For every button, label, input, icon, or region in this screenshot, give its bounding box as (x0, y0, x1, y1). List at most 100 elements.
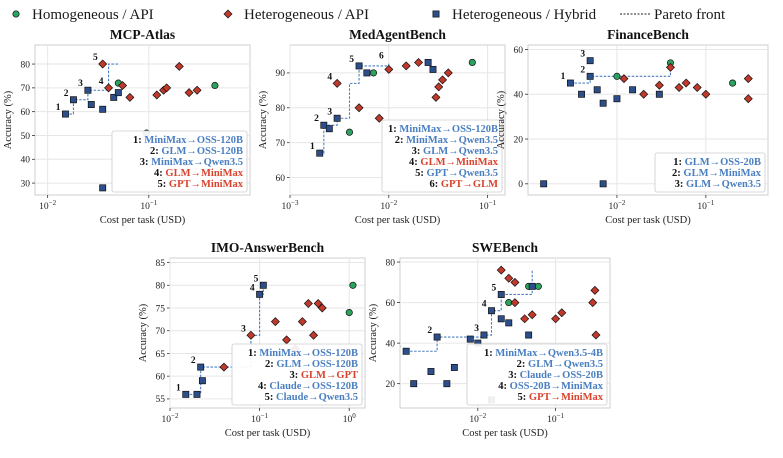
ytick-label: 30 (21, 179, 31, 189)
annotation-line: 4: GLM→MiniMax (154, 168, 244, 179)
heterogeneous-api-point (527, 310, 537, 320)
annotation-line: 3: GLM→Qwen3.5 (412, 146, 498, 157)
pareto-point-number: 5 (254, 274, 259, 284)
legend-label: Heterogeneous / API (244, 7, 369, 23)
hybrid-point (427, 368, 435, 375)
pareto-point-number: 3 (241, 324, 246, 334)
hybrid-point (450, 364, 458, 371)
pareto-point-number: 1 (310, 142, 315, 152)
ytick-label: 40 (386, 339, 396, 349)
pareto-point-number: 1 (396, 340, 401, 350)
hybrid-point (62, 110, 69, 118)
hybrid-point (429, 65, 437, 73)
chart-title: IMO-AnswerBench (211, 240, 325, 255)
chart-panel: 20 40 60 80 10−2 10−1 SWEBench Cost per task (U… (368, 240, 611, 439)
heterogeneous-api-point (174, 61, 184, 71)
ytick-label: 40 (21, 156, 31, 166)
homogeneous-point (345, 308, 353, 317)
heterogeneous-api-point (743, 94, 753, 104)
heterogeneous-api-point (701, 89, 711, 99)
heterogeneous-api-point (551, 314, 561, 324)
annotation-line: 3: GLM→GPT (289, 370, 358, 381)
homogeneous-point (534, 282, 542, 290)
y-axis-label: Accuracy (%) (496, 90, 507, 149)
hybrid-point (525, 331, 533, 339)
heterogeneous-api-point (434, 82, 444, 92)
hybrid-point (443, 380, 451, 388)
x-axis-label: Cost per task (USD) (225, 428, 311, 439)
hybrid-point (99, 184, 107, 192)
plot-content: 123 4 5 (56, 53, 219, 192)
hybrid-point (599, 180, 607, 188)
heterogeneous-api-point (118, 80, 128, 90)
xtick-label: 10−2 (162, 412, 179, 425)
circle-legend-marker (12, 10, 20, 18)
xtick-label: 10−2 (39, 199, 56, 212)
annotation-line: 1: MiniMax→OSS-120B (133, 135, 243, 146)
pareto-point-number: 4 (327, 72, 332, 82)
hybrid-point (198, 377, 206, 385)
hybrid-point (114, 89, 122, 97)
heterogeneous-api-point (431, 92, 441, 102)
annotation-line: 4: OSS-20B→MiniMax (498, 381, 603, 392)
heterogeneous-api-point (246, 330, 256, 340)
xtick-label: 10−2 (608, 199, 625, 212)
pareto-point-number: 2 (191, 356, 196, 366)
ytick-label: 70 (156, 327, 166, 337)
annotation-line: 6: GPT→GLM (429, 179, 498, 190)
heterogeneous-api-point (303, 298, 313, 308)
ytick-label: 80 (276, 104, 286, 114)
hybrid-point (70, 96, 77, 104)
hybrid-point (586, 57, 594, 65)
heterogeneous-api-point (270, 317, 280, 327)
x-axis-label: Cost per task (USD) (462, 428, 548, 439)
hybrid-point (578, 90, 585, 98)
annotation-line: 5: Claude→Qwen3.5 (265, 392, 358, 403)
heterogeneous-api-point (510, 298, 520, 308)
ytick-label: 40 (514, 91, 524, 101)
hybrid-point (599, 99, 607, 107)
pareto-front-line (319, 62, 390, 154)
ytick-label: 90 (276, 69, 286, 79)
annotation-line: 2: GLM→MiniMax (672, 168, 762, 179)
hybrid-point (540, 180, 548, 188)
heterogeneous-api-point (520, 314, 530, 324)
pareto-front-line (570, 62, 672, 84)
hybrid-point (488, 307, 495, 315)
heterogeneous-api-point (443, 68, 453, 78)
legend-item: Pareto front (620, 7, 726, 23)
heterogeneous-api-point (313, 298, 323, 308)
hybrid-point (316, 149, 324, 157)
chart-title: MCP-Atlas (110, 27, 175, 42)
ytick-label: 20 (514, 135, 524, 145)
heterogeneous-api-point (104, 83, 114, 93)
pareto-point-number: 5 (491, 283, 496, 293)
hybrid-point (655, 90, 663, 98)
hybrid-point (505, 319, 513, 327)
hybrid-point (363, 69, 371, 77)
ytick-label: 85 (156, 259, 166, 269)
pareto-point-number: 5 (93, 53, 98, 63)
hybrid-point (586, 72, 594, 80)
homogeneous-point (211, 81, 219, 90)
legend: Homogeneous / API Heterogeneous / API Hete… (12, 7, 726, 23)
heterogeneous-api-point (639, 89, 649, 99)
hybrid-point (87, 101, 95, 108)
y-axis-label: Accuracy (%) (258, 90, 269, 149)
homogeneous-point (369, 69, 378, 77)
annotation-line: 1: GLM→OSS-20B (673, 157, 761, 168)
hybrid-point (629, 86, 637, 94)
heterogeneous-api-point (152, 90, 162, 100)
annotation-line: 1: MiniMax→OSS-120B (248, 348, 358, 359)
x-axis-label: Cost per task (USD) (605, 215, 691, 226)
ytick-label: 20 (386, 380, 396, 390)
hybrid-point (480, 331, 488, 339)
ytick-label: 70 (276, 139, 286, 149)
heterogeneous-api-point (192, 85, 202, 95)
y-axis-label: Accuracy (%) (3, 90, 14, 149)
ytick-label: 80 (156, 282, 166, 292)
chart-panel: 0 20 40 60 10−2 10−1 FinanceBench Cost per task… (496, 27, 769, 226)
xtick-label: 100 (343, 412, 357, 425)
